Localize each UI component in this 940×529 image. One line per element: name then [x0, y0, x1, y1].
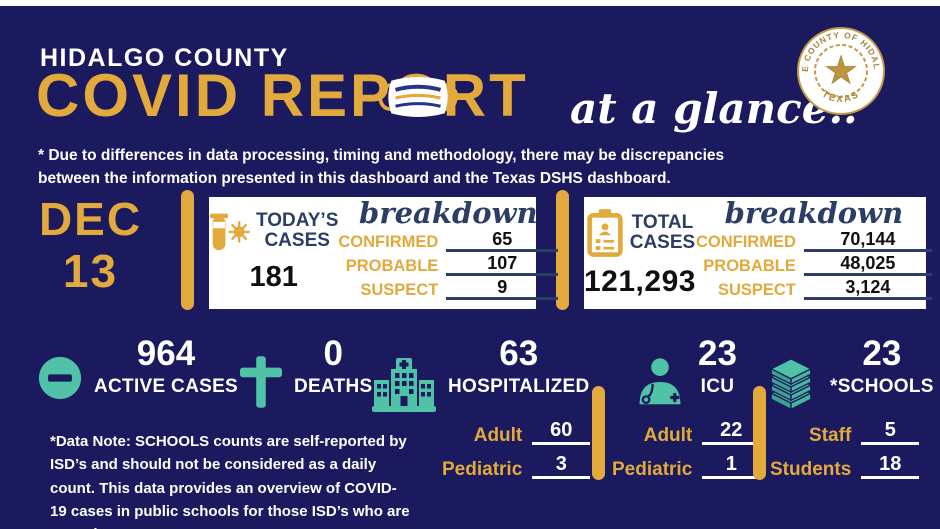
sub-value: 60	[532, 420, 591, 445]
breakdown-row: SUSPECT 3,124	[696, 278, 932, 300]
report-day: 13	[62, 244, 119, 297]
breakdown-row: PROBABLE 48,025	[696, 254, 932, 276]
gold-divider-bar	[592, 386, 605, 480]
active-cases-value: 964	[136, 334, 196, 373]
breakdown-title: breakdown	[359, 196, 538, 230]
gold-divider-bar	[556, 190, 569, 310]
icu-label: ICU	[700, 376, 735, 397]
total-cases-summary: TOTAL CASES 121,293	[584, 197, 696, 309]
sub-value: 22	[702, 420, 761, 445]
breakdown-row: CONFIRMED 70,144	[696, 230, 932, 252]
icu-breakdown: Adult 22 Pediatric 1	[612, 420, 761, 480]
cross-icon	[240, 356, 282, 408]
gold-divider-bar	[181, 190, 194, 310]
sub-value: 18	[861, 454, 920, 479]
breakdown-value: 3,124	[803, 278, 932, 300]
breakdown-label: SUSPECT	[360, 281, 439, 300]
breakdown-label: CONFIRMED	[695, 233, 796, 252]
circle-minus-icon	[38, 356, 82, 400]
gold-divider-bar	[753, 386, 766, 480]
todays-cases-summary: TODAY’S CASES 181	[209, 197, 338, 309]
data-note: *Data Note: SCHOOLS counts are self-repo…	[50, 433, 410, 529]
sub-label: Adult	[473, 425, 523, 446]
test-tube-virus-icon	[209, 213, 250, 251]
schools-breakdown: Staff 5 Students 18	[770, 420, 920, 480]
total-cases-card: TOTAL CASES 121,293 breakdown CONFIRMED …	[584, 197, 932, 309]
deaths-value: 0	[323, 334, 343, 373]
active-cases-label: ACTIVE CASES	[94, 376, 239, 397]
county-seal: THE COUNTY OF HIDALGO TEXAS	[797, 27, 885, 115]
todays-breakdown: breakdown CONFIRMED 65 PROBABLE 107 SUSP…	[338, 197, 568, 309]
total-cases-total: 121,293	[584, 265, 696, 298]
breakdown-value: 70,144	[803, 230, 932, 252]
breakdown-label: PROBABLE	[345, 257, 439, 276]
card-label: TODAY’S CASES	[256, 210, 339, 251]
clipboard-person-icon	[587, 209, 623, 257]
sub-value: 5	[861, 420, 920, 445]
breakdown-value: 65	[446, 230, 559, 252]
report-date: DEC 13	[18, 193, 163, 297]
breakdown-title: breakdown	[724, 196, 904, 230]
schools-stat: 23 *SCHOOLS	[764, 336, 934, 414]
todays-cases-card: TODAY’S CASES 181 breakdown CONFIRMED 65…	[209, 197, 559, 309]
sub-label: Students	[770, 459, 852, 480]
deaths-stat: 0 DEATHS	[240, 336, 373, 408]
top-white-strip	[0, 0, 940, 6]
seal-star-icon	[825, 54, 857, 85]
schools-value: 23	[862, 334, 902, 373]
hospitalized-label: HOSPITALIZED	[448, 376, 590, 397]
breakdown-label: PROBABLE	[703, 257, 796, 276]
books-icon	[769, 358, 813, 411]
breakdown-value: 48,025	[803, 254, 932, 276]
sub-value: 3	[532, 454, 591, 479]
hospitalized-stat: 63 HOSPITALIZED	[372, 336, 590, 412]
sub-label: Pediatric	[442, 459, 523, 480]
page-title: COVID REPO RT	[36, 66, 529, 126]
face-mask-icon	[377, 77, 459, 118]
sub-label: Adult	[643, 425, 693, 446]
card-label: TOTAL CASES	[629, 212, 696, 253]
breakdown-row: PROBABLE 107	[338, 254, 559, 276]
icu-value: 23	[698, 334, 737, 373]
seal-arc-bottom-text: TEXAS	[820, 89, 860, 105]
breakdown-label: CONFIRMED	[338, 233, 439, 252]
county-name: HIDALGO COUNTY	[40, 44, 289, 72]
sub-label: Pediatric	[612, 459, 693, 480]
doctor-icon	[639, 358, 681, 405]
schools-label: *SCHOOLS	[830, 376, 934, 397]
report-month: DEC	[38, 193, 143, 245]
breakdown-row: SUSPECT 9	[338, 278, 559, 300]
svg-text:TEXAS: TEXAS	[820, 89, 862, 105]
icu-stat: 23 ICU	[634, 336, 737, 408]
title-part-pre: COVID REP	[36, 62, 394, 129]
total-breakdown: breakdown CONFIRMED 70,144 PROBABLE 48,0…	[696, 197, 940, 309]
breakdown-label: SUSPECT	[717, 281, 796, 300]
active-cases-stat: 964 ACTIVE CASES	[38, 336, 238, 400]
hospital-icon	[372, 358, 436, 412]
hospitalized-breakdown: Adult 60 Pediatric 3	[442, 420, 591, 480]
title-letter-o: O	[377, 66, 459, 126]
sub-label: Staff	[809, 425, 852, 446]
hospitalized-value: 63	[499, 334, 539, 373]
deaths-label: DEATHS	[294, 376, 373, 397]
breakdown-value: 107	[446, 254, 559, 276]
todays-cases-total: 181	[249, 261, 298, 293]
breakdown-row: CONFIRMED 65	[338, 230, 559, 252]
breakdown-value: 9	[446, 278, 559, 300]
sub-value: 1	[702, 454, 761, 479]
disclaimer-text: * Due to differences in data processing,…	[38, 147, 725, 188]
